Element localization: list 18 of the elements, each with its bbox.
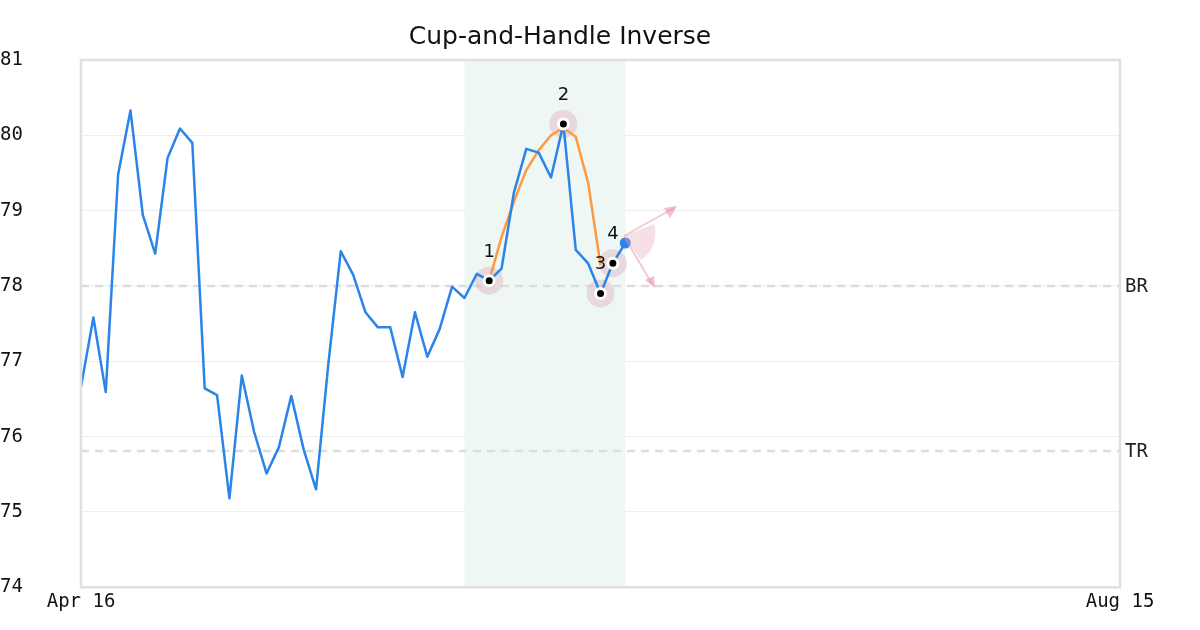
point xyxy=(619,237,631,249)
y-tick-label: 81 xyxy=(0,46,23,69)
annotation: 2 xyxy=(557,83,570,105)
y-tick-label: 74 xyxy=(0,574,23,597)
y-tick-label: 75 xyxy=(0,498,23,521)
ref-line-label: BR xyxy=(1125,273,1149,296)
y-tick-label: 78 xyxy=(0,272,23,295)
y-tick-label: 76 xyxy=(0,423,23,446)
annotation: 4 xyxy=(607,222,619,244)
annotation: 1 xyxy=(483,239,495,261)
x-tick-label: Aug 15 xyxy=(1085,588,1155,611)
annotation: 3 xyxy=(594,252,607,274)
y-tick-label: 80 xyxy=(0,122,23,145)
chart-title: Cup-and-Handle Inverse xyxy=(408,20,712,50)
x-tick-label: Apr 16 xyxy=(46,588,116,611)
y-tick-label: 79 xyxy=(0,197,23,220)
y-tick-label: 77 xyxy=(0,348,23,371)
ref-line-label: TR xyxy=(1125,438,1149,461)
